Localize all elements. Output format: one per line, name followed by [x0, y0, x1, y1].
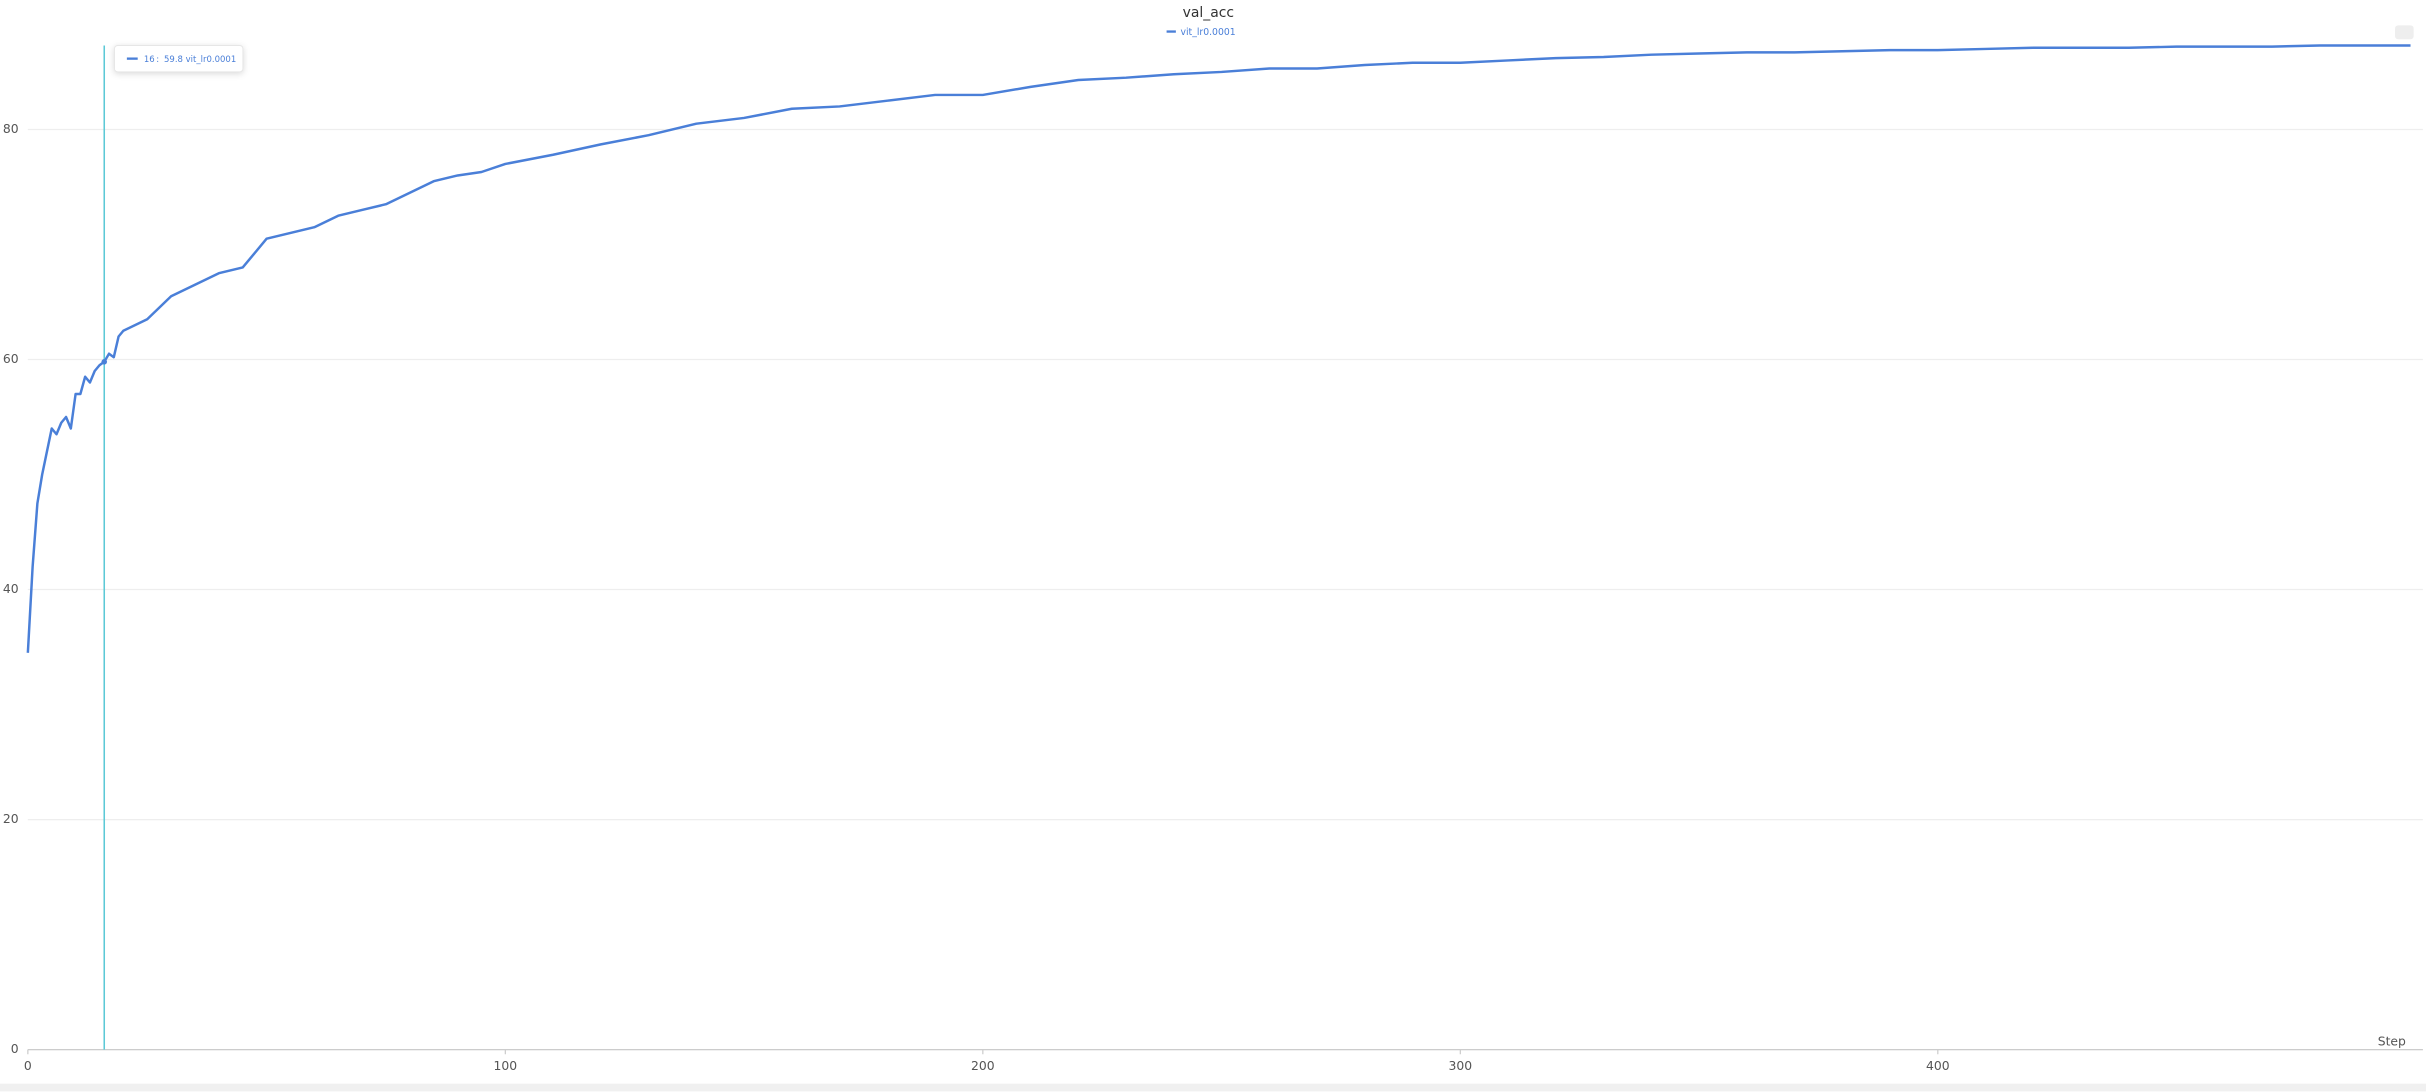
x-tick-label: 300 — [1449, 1059, 1473, 1073]
x-axis-label: Step — [2378, 1034, 2406, 1048]
x-tick-label: 200 — [971, 1059, 995, 1073]
y-tick-label: 40 — [3, 582, 19, 596]
tooltip-separator: : — [156, 55, 159, 65]
tooltip-series: vit_lr0.0001 — [186, 55, 237, 65]
tooltip-box — [114, 45, 244, 73]
y-tick-label: 60 — [3, 352, 19, 366]
x-tick-label: 0 — [24, 1059, 32, 1073]
legend-label: vit_lr0.0001 — [1181, 27, 1236, 38]
bottom-bar — [0, 1083, 2426, 1092]
y-tick-label: 80 — [3, 122, 19, 136]
x-tick-label: 100 — [494, 1059, 518, 1073]
tooltip: 16:59.8 vit_lr0.0001 — [114, 45, 244, 73]
tooltip-step: 16 — [144, 55, 155, 65]
tooltip-value: 59.8 — [164, 55, 183, 65]
series-line — [26, 44, 2411, 653]
chart-title: val_acc — [1183, 5, 1234, 21]
menu-icon[interactable] — [2395, 25, 2414, 40]
y-tick-label: 20 — [3, 812, 19, 826]
hover-point — [101, 359, 108, 365]
x-tick-label: 400 — [1926, 1059, 1950, 1073]
y-tick-label: 0 — [11, 1042, 19, 1056]
